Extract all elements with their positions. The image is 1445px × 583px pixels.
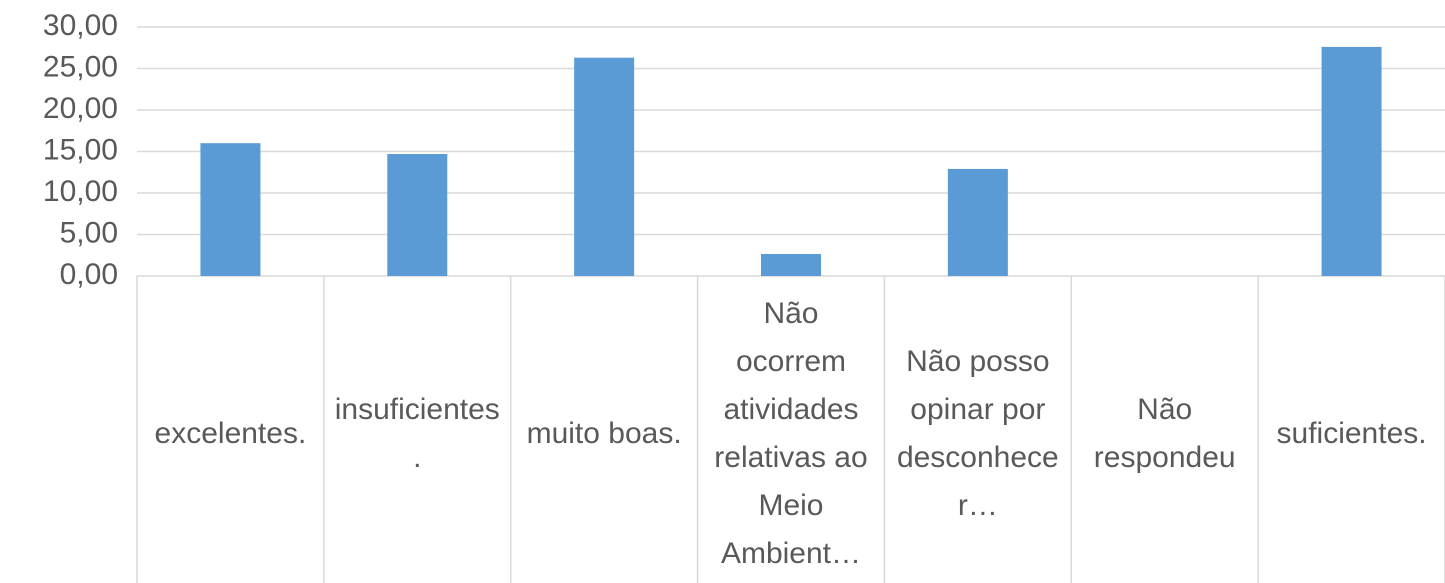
y-tick-label: 20,00 <box>43 92 118 125</box>
y-tick-label: 30,00 <box>43 9 118 42</box>
y-tick-label: 10,00 <box>43 175 118 208</box>
bar <box>1321 46 1382 276</box>
bar <box>947 168 1008 276</box>
x-tick-label: Não ocorrem atividades relativas ao Meio… <box>714 296 868 570</box>
x-tick-label: excelentes. <box>154 416 307 450</box>
x-tick-label: Não posso opinar por desconhecer… <box>896 344 1059 522</box>
x-tick-label: muito boas. <box>526 416 682 450</box>
bar <box>574 57 635 277</box>
y-tick-label: 0,00 <box>60 258 118 291</box>
y-tick-label: 5,00 <box>60 216 118 249</box>
bar <box>761 254 821 276</box>
bar <box>387 153 448 276</box>
y-tick-label: 15,00 <box>43 133 118 166</box>
x-tick-label: insuficientes. <box>334 392 500 474</box>
x-tick-label: Não respondeu <box>1093 392 1236 474</box>
x-tick-label: suficientes. <box>1276 416 1427 450</box>
bar <box>200 143 261 276</box>
y-tick-label: 25,00 <box>43 50 118 83</box>
